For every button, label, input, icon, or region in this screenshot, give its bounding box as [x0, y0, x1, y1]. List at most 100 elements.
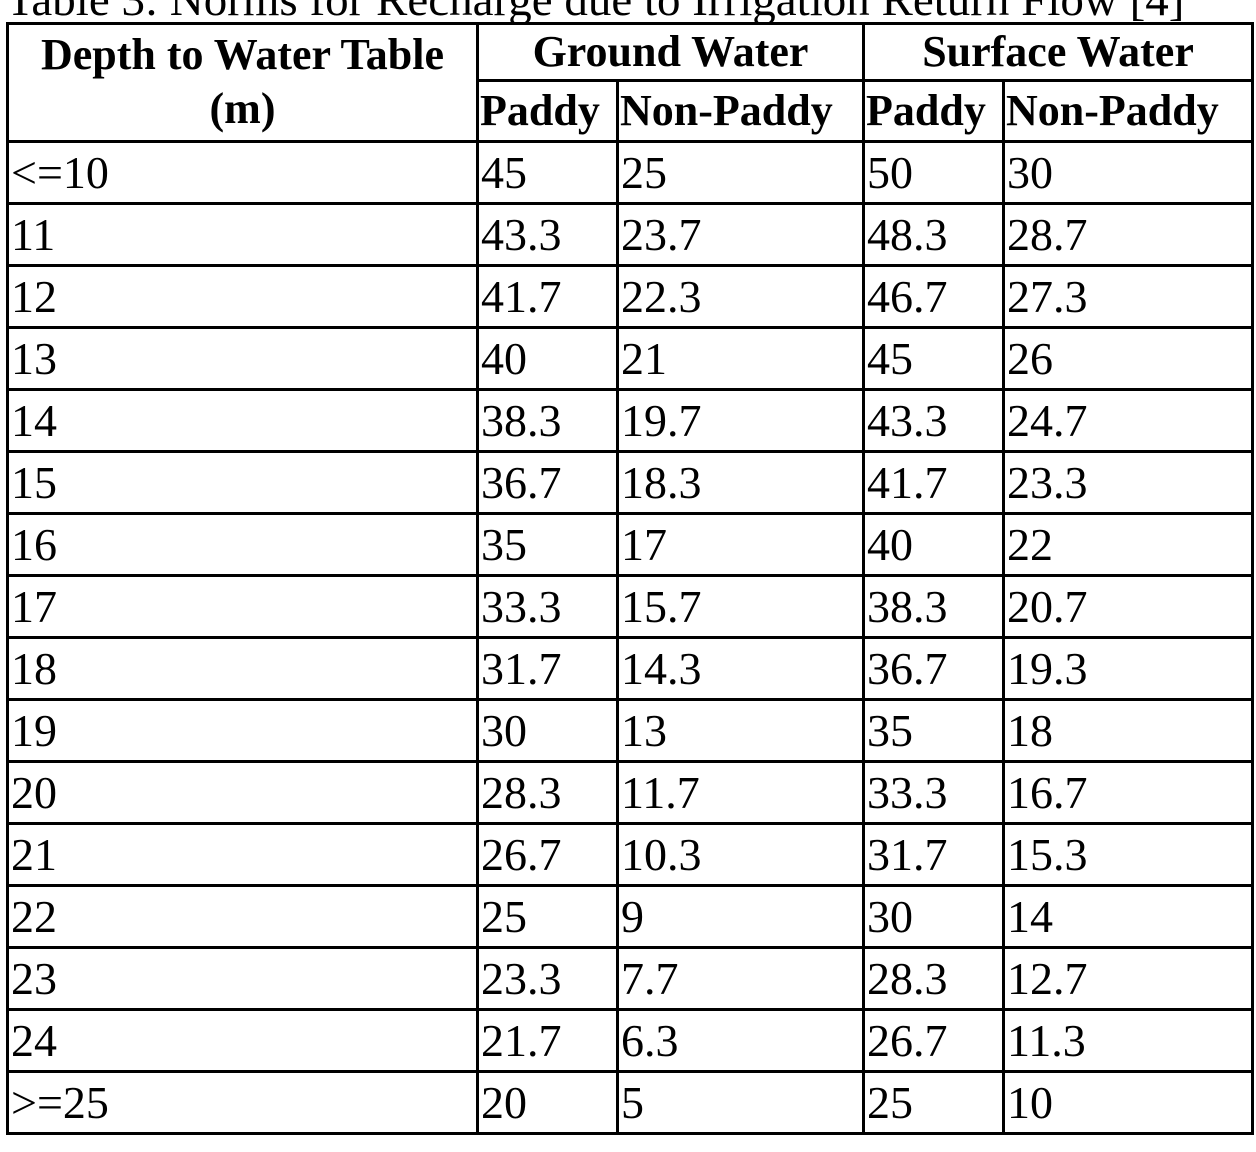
surface-paddy-cell: 26.7	[862, 1008, 1006, 1073]
table-row: 17 33.3 15.7 38.3 20.7	[6, 574, 1255, 639]
table-row: 20 28.3 11.7 33.3 16.7	[6, 760, 1255, 825]
surface-non-paddy-cell: 24.7	[1002, 388, 1255, 453]
surface-paddy-cell: 31.7	[862, 822, 1006, 887]
table-row: 15 36.7 18.3 41.7 23.3	[6, 450, 1255, 515]
depth-column-header: Depth to Water Table (m)	[6, 22, 479, 143]
ground-paddy-cell: 33.3	[476, 574, 619, 639]
ground-non-paddy-cell: 14.3	[615, 636, 866, 701]
surface-non-paddy-cell: 10	[1002, 1070, 1255, 1135]
surface-non-paddy-cell: 16.7	[1002, 760, 1255, 825]
ground-non-paddy-cell: 7.7	[615, 946, 866, 1011]
ground-non-paddy-cell: 22.3	[615, 264, 866, 329]
ground-paddy-cell: 36.7	[476, 450, 619, 515]
depth-cell: 16	[6, 512, 479, 577]
ground-paddy-cell: 23.3	[476, 946, 619, 1011]
surface-non-paddy-cell: 28.7	[1002, 202, 1255, 267]
table-row: 16 35 17 40 22	[6, 512, 1255, 577]
subheader-surface-non-paddy: Non-Paddy	[1002, 79, 1255, 143]
surface-paddy-cell: 38.3	[862, 574, 1006, 639]
table-row: 21 26.7 10.3 31.7 15.3	[6, 822, 1255, 887]
ground-paddy-cell: 38.3	[476, 388, 619, 453]
surface-non-paddy-cell: 18	[1002, 698, 1255, 763]
surface-paddy-cell: 35	[862, 698, 1006, 763]
ground-paddy-cell: 43.3	[476, 202, 619, 267]
depth-cell: 19	[6, 698, 479, 763]
surface-non-paddy-cell: 27.3	[1002, 264, 1255, 329]
depth-cell: >=25	[6, 1070, 479, 1135]
depth-cell: 20	[6, 760, 479, 825]
surface-non-paddy-cell: 30	[1002, 140, 1255, 205]
table-row: 13 40 21 45 26	[6, 326, 1255, 391]
depth-cell: 24	[6, 1008, 479, 1073]
table-row: 22 25 9 30 14	[6, 884, 1255, 949]
depth-cell: 18	[6, 636, 479, 701]
depth-cell: 23	[6, 946, 479, 1011]
surface-paddy-cell: 33.3	[862, 760, 1006, 825]
ground-paddy-cell: 28.3	[476, 760, 619, 825]
surface-paddy-cell: 36.7	[862, 636, 1006, 701]
ground-non-paddy-cell: 21	[615, 326, 866, 391]
surface-non-paddy-cell: 23.3	[1002, 450, 1255, 515]
surface-non-paddy-cell: 14	[1002, 884, 1255, 949]
subheader-ground-paddy: Paddy	[476, 79, 619, 143]
surface-paddy-cell: 45	[862, 326, 1006, 391]
recharge-norms-table: Depth to Water Table (m) Ground Water Su…	[6, 22, 1255, 1135]
ground-paddy-cell: 26.7	[476, 822, 619, 887]
ground-paddy-cell: 31.7	[476, 636, 619, 701]
surface-non-paddy-cell: 15.3	[1002, 822, 1255, 887]
subheader-ground-non-paddy: Non-Paddy	[615, 79, 866, 143]
surface-paddy-cell: 48.3	[862, 202, 1006, 267]
ground-paddy-cell: 45	[476, 140, 619, 205]
ground-non-paddy-cell: 17	[615, 512, 866, 577]
ground-non-paddy-cell: 11.7	[615, 760, 866, 825]
surface-paddy-cell: 40	[862, 512, 1006, 577]
ground-paddy-cell: 21.7	[476, 1008, 619, 1073]
surface-non-paddy-cell: 22	[1002, 512, 1255, 577]
ground-paddy-cell: 35	[476, 512, 619, 577]
surface-paddy-cell: 43.3	[862, 388, 1006, 453]
ground-non-paddy-cell: 18.3	[615, 450, 866, 515]
table-row: 24 21.7 6.3 26.7 11.3	[6, 1008, 1255, 1073]
surface-non-paddy-cell: 20.7	[1002, 574, 1255, 639]
table-row: 12 41.7 22.3 46.7 27.3	[6, 264, 1255, 329]
table-body: <=10 45 25 50 30 11 43.3 23.7 48.3 28.7 12 41.7 22.3…	[6, 140, 1255, 1135]
surface-paddy-cell: 25	[862, 1070, 1006, 1135]
ground-non-paddy-cell: 15.7	[615, 574, 866, 639]
ground-paddy-cell: 25	[476, 884, 619, 949]
ground-non-paddy-cell: 5	[615, 1070, 866, 1135]
group-header-ground-water: Ground Water	[475, 22, 866, 82]
surface-paddy-cell: 50	[862, 140, 1006, 205]
table-row: 23 23.3 7.7 28.3 12.7	[6, 946, 1255, 1011]
ground-paddy-cell: 41.7	[476, 264, 619, 329]
table-caption: Table 3: Norms for Recharge due to Irrig…	[6, 0, 1185, 26]
surface-non-paddy-cell: 26	[1002, 326, 1255, 391]
table-row: 11 43.3 23.7 48.3 28.7	[6, 202, 1255, 267]
ground-paddy-cell: 40	[476, 326, 619, 391]
depth-cell: 11	[6, 202, 479, 267]
ground-non-paddy-cell: 19.7	[615, 388, 866, 453]
ground-non-paddy-cell: 10.3	[615, 822, 866, 887]
ground-non-paddy-cell: 25	[615, 140, 866, 205]
depth-cell: 21	[6, 822, 479, 887]
surface-paddy-cell: 28.3	[862, 946, 1006, 1011]
group-header-surface-water: Surface Water	[862, 22, 1255, 82]
surface-non-paddy-cell: 19.3	[1002, 636, 1255, 701]
subheader-surface-paddy: Paddy	[862, 79, 1006, 143]
depth-cell: 14	[6, 388, 479, 453]
ground-non-paddy-cell: 6.3	[615, 1008, 866, 1073]
table-row: 19 30 13 35 18	[6, 698, 1255, 763]
ground-paddy-cell: 20	[476, 1070, 619, 1135]
surface-paddy-cell: 30	[862, 884, 1006, 949]
depth-cell: 17	[6, 574, 479, 639]
depth-cell: 22	[6, 884, 479, 949]
depth-cell: 12	[6, 264, 479, 329]
depth-cell: <=10	[6, 140, 479, 205]
depth-header-line1: Depth to Water Table	[41, 30, 444, 79]
surface-non-paddy-cell: 12.7	[1002, 946, 1255, 1011]
table-row: 18 31.7 14.3 36.7 19.3	[6, 636, 1255, 701]
depth-cell: 15	[6, 450, 479, 515]
surface-non-paddy-cell: 11.3	[1002, 1008, 1255, 1073]
table-row: >=25 20 5 25 10	[6, 1070, 1255, 1135]
depth-header-line2: (m)	[209, 84, 276, 133]
ground-non-paddy-cell: 13	[615, 698, 866, 763]
